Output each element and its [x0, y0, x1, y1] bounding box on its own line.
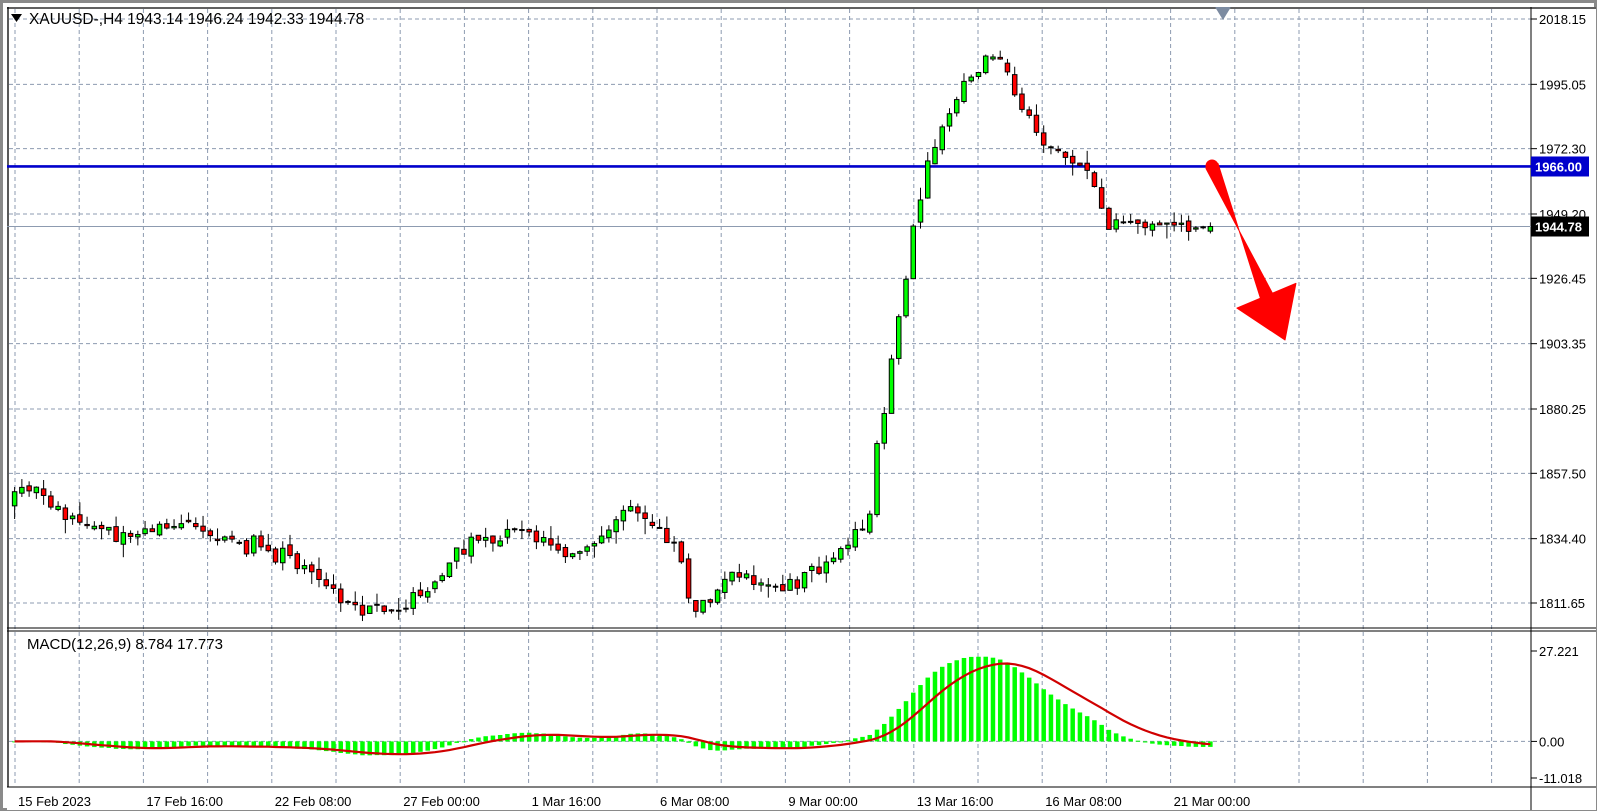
svg-text:13 Mar 16:00: 13 Mar 16:00: [917, 794, 994, 809]
svg-text:1944.78: 1944.78: [1535, 219, 1582, 234]
svg-text:MACD(12,26,9) 8.784 17.773: MACD(12,26,9) 8.784 17.773: [27, 636, 223, 653]
svg-text:1926.45: 1926.45: [1539, 271, 1586, 286]
svg-text:1811.65: 1811.65: [1539, 596, 1585, 611]
svg-text:15 Feb 2023: 15 Feb 2023: [18, 794, 91, 809]
svg-text:1 Mar 16:00: 1 Mar 16:00: [532, 794, 601, 809]
svg-text:9 Mar 00:00: 9 Mar 00:00: [788, 794, 857, 809]
svg-text:XAUUSD-,H4 1943.14 1946.24 1: XAUUSD-,H4 1943.14 1946.24 1942.33 1944.…: [29, 11, 364, 28]
svg-text:1995.05: 1995.05: [1539, 77, 1586, 92]
svg-text:1972.30: 1972.30: [1539, 142, 1586, 157]
svg-text:27.221: 27.221: [1539, 644, 1579, 659]
svg-text:0.00: 0.00: [1539, 734, 1564, 749]
svg-text:21 Mar 00:00: 21 Mar 00:00: [1174, 794, 1251, 809]
svg-text:6 Mar 08:00: 6 Mar 08:00: [660, 794, 729, 809]
svg-text:16 Mar 08:00: 16 Mar 08:00: [1045, 794, 1122, 809]
svg-text:1834.40: 1834.40: [1539, 532, 1586, 547]
svg-text:1966.00: 1966.00: [1535, 159, 1582, 174]
svg-text:27 Feb 00:00: 27 Feb 00:00: [403, 794, 480, 809]
svg-text:1880.25: 1880.25: [1539, 402, 1586, 417]
svg-text:-11.018: -11.018: [1539, 771, 1582, 786]
svg-text:17 Feb 16:00: 17 Feb 16:00: [146, 794, 223, 809]
svg-text:2018.15: 2018.15: [1539, 12, 1586, 27]
svg-text:22 Feb 08:00: 22 Feb 08:00: [275, 794, 352, 809]
svg-text:1903.35: 1903.35: [1539, 337, 1586, 352]
svg-text:1857.50: 1857.50: [1539, 466, 1586, 481]
